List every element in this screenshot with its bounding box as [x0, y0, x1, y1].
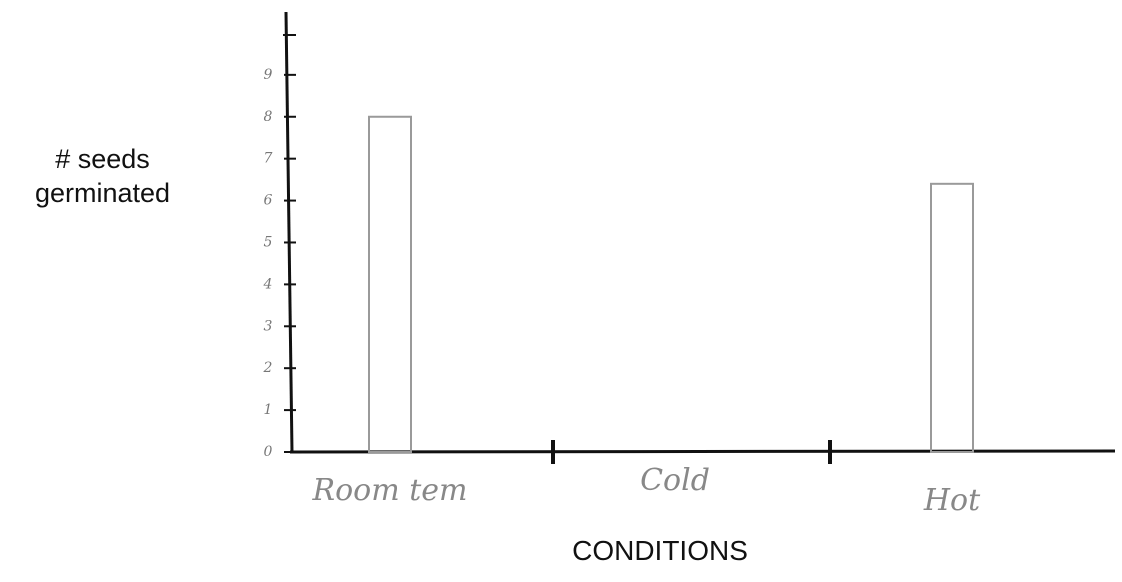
x-tick-label: Cold — [640, 463, 710, 498]
bar — [368, 115, 412, 453]
y-tick-label: 1 — [264, 402, 273, 418]
y-axis-label: # seeds germinated — [34, 144, 171, 208]
bar — [930, 182, 974, 454]
y-tick-label: 6 — [264, 193, 273, 209]
y-tick-label: 3 — [264, 318, 273, 334]
y-tick-label: 2 — [263, 360, 273, 376]
y-tick-label: 9 — [264, 67, 273, 83]
x-axis-label: CONDITIONS — [572, 535, 748, 566]
y-axis — [284, 11, 294, 453]
y-tick-label: 5 — [264, 234, 273, 250]
x-axis — [289, 449, 1116, 454]
y-tick-label: 4 — [263, 276, 273, 292]
y-tick-label: 7 — [264, 151, 273, 167]
x-tick-label: Room tem — [312, 473, 468, 508]
y-tick-label: 8 — [264, 109, 273, 125]
x-tick-label: Hot — [923, 483, 981, 518]
y-tick-label: 0 — [264, 444, 273, 460]
